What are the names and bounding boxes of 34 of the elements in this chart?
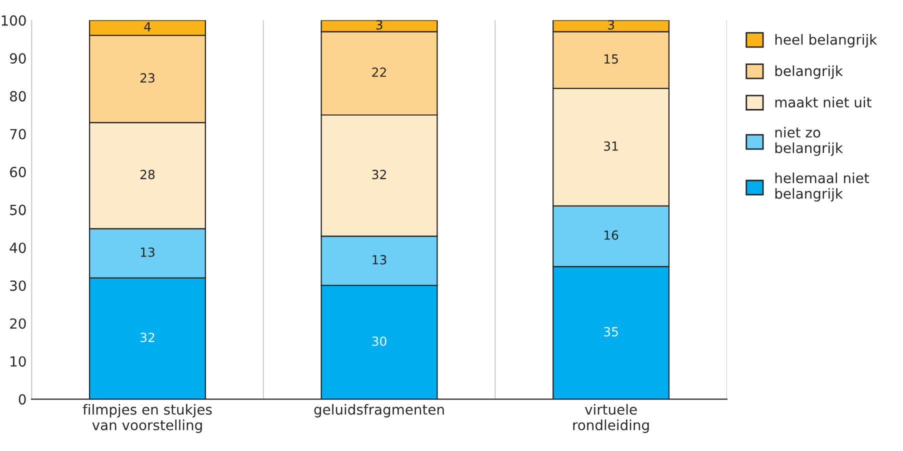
data-label: 30 [372, 336, 386, 346]
data-label: 4 [144, 22, 151, 32]
data-label: 32 [372, 170, 386, 180]
y-tick-label: 100 [2, 15, 26, 26]
legend-label: maakt niet uit [775, 96, 872, 108]
y-tick-label: 50 [10, 204, 26, 216]
legend-label: belangrijk [775, 65, 843, 79]
x-tick-label: filmpjes en stukjes van voorstelling [82, 404, 212, 433]
data-label: 35 [604, 327, 618, 336]
y-tick-label: 0 [18, 394, 26, 405]
y-tick-label: 70 [10, 128, 26, 140]
data-label: 22 [372, 68, 386, 77]
data-label: 3 [608, 20, 614, 30]
data-label: 16 [604, 230, 618, 240]
data-label: 13 [140, 247, 154, 257]
y-tick-label: 30 [10, 280, 26, 291]
x-tick-label: virtuele rondleiding [573, 404, 649, 433]
y-tick-label: 80 [10, 91, 26, 102]
y-tick-label: 90 [10, 53, 26, 64]
data-label: 23 [140, 73, 154, 83]
y-tick-label: 60 [10, 166, 26, 178]
data-label: 13 [372, 255, 386, 264]
y-tick-label: 40 [10, 242, 26, 254]
legend-label: helemaal niet belangrijk [775, 172, 870, 202]
data-label: 15 [604, 54, 618, 64]
legend-label: niet zo belangrijk [775, 126, 843, 156]
data-label: 3 [376, 20, 382, 30]
data-label: 31 [604, 141, 618, 151]
data-label: 32 [140, 332, 154, 342]
data-label: 28 [140, 170, 155, 180]
y-tick-label: 10 [10, 356, 26, 367]
x-tick-label: geluidsfragmenten [314, 404, 444, 418]
legend-label: heel belangrijk [775, 34, 878, 48]
y-tick-label: 20 [10, 318, 26, 329]
